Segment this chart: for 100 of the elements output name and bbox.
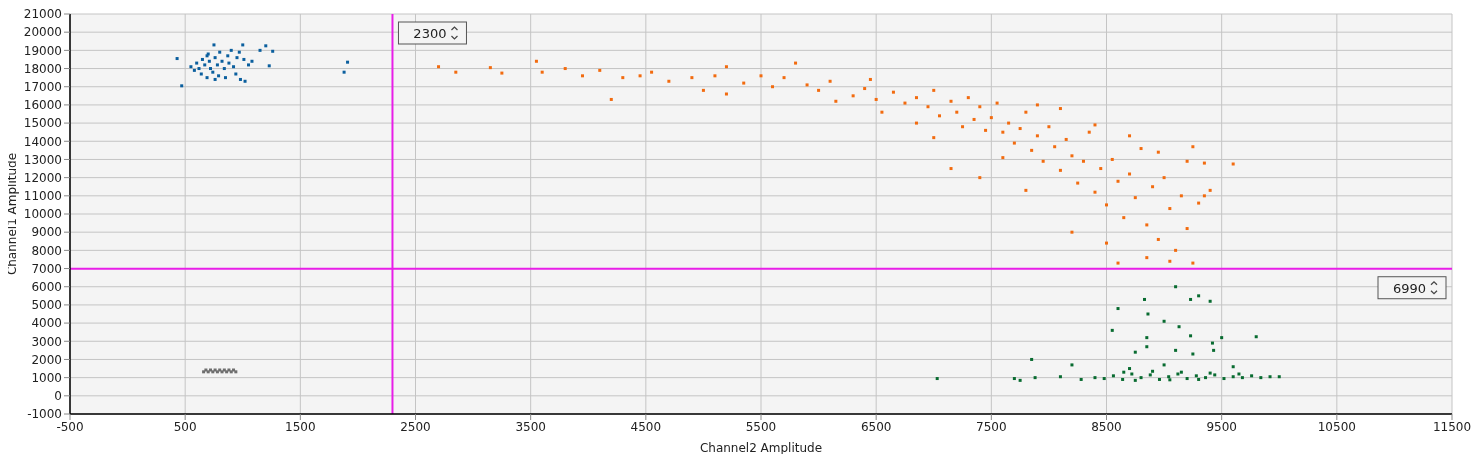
point	[1191, 352, 1195, 356]
y-tick-label: 14000	[23, 134, 62, 149]
x-tick-label: 5500	[745, 419, 777, 434]
point	[175, 57, 179, 61]
point	[1079, 377, 1083, 381]
point	[1189, 334, 1193, 338]
point	[1130, 372, 1134, 376]
point	[222, 67, 226, 71]
x-axis-title: Channel2 Amplitude	[699, 441, 823, 455]
y-tick-label: 0	[54, 389, 62, 404]
point	[1208, 299, 1212, 303]
point	[1146, 312, 1150, 316]
point	[1148, 373, 1152, 377]
point	[1208, 371, 1212, 375]
point	[218, 50, 222, 54]
y-tick-label: 7000	[31, 261, 62, 276]
point	[1185, 377, 1189, 381]
point	[226, 54, 230, 58]
point	[1220, 336, 1224, 340]
y-tick-label: 4000	[31, 316, 62, 331]
point	[195, 61, 199, 65]
point	[264, 44, 268, 48]
point	[1128, 367, 1132, 371]
point	[1116, 307, 1120, 311]
y-tick-label: 12000	[23, 170, 62, 185]
y-tick-label: 1000	[31, 370, 62, 385]
point	[220, 59, 224, 63]
point	[1222, 377, 1226, 381]
point	[1168, 378, 1172, 382]
point	[1197, 294, 1201, 298]
y-tick-label: 10000	[23, 207, 62, 222]
y-tick-label: 11000	[23, 189, 62, 204]
point	[197, 67, 201, 71]
point	[1174, 285, 1178, 289]
point	[243, 79, 247, 83]
point	[234, 72, 238, 76]
y-tick-label: 18000	[23, 61, 62, 76]
x-tick-label: 4500	[630, 419, 662, 434]
point	[1268, 375, 1272, 379]
point	[1145, 336, 1149, 340]
point	[1102, 377, 1106, 381]
point	[1179, 370, 1183, 374]
x-tick-label: 6500	[860, 419, 892, 434]
y-tick-label: 20000	[23, 25, 62, 40]
point	[215, 63, 219, 67]
point	[1018, 378, 1022, 382]
point	[342, 70, 346, 74]
point	[1174, 348, 1178, 352]
x-tick-label: 500	[173, 419, 197, 434]
y-tick-label: -1000	[27, 407, 62, 422]
point	[209, 67, 212, 71]
point	[1231, 365, 1235, 369]
point	[232, 65, 236, 69]
point	[1070, 363, 1074, 367]
point	[1012, 377, 1016, 381]
point	[1162, 363, 1166, 367]
point	[1110, 328, 1114, 332]
point	[207, 59, 211, 63]
point	[250, 59, 254, 63]
point	[1277, 375, 1281, 379]
point	[241, 43, 245, 47]
point	[258, 48, 262, 52]
point	[1033, 376, 1037, 380]
y-axis-title: Channel1 Amplitude	[5, 152, 20, 276]
y-tick-label: 17000	[23, 79, 62, 94]
y-tick-label: 19000	[23, 43, 62, 58]
point	[180, 84, 184, 88]
point	[1213, 373, 1217, 377]
y-tick-label: 9000	[31, 225, 62, 240]
point	[237, 50, 241, 54]
point	[1177, 325, 1181, 329]
point	[247, 63, 251, 67]
point	[1133, 350, 1137, 354]
point	[192, 68, 196, 72]
y-tick-label: 13000	[23, 152, 62, 167]
point	[935, 377, 939, 381]
point	[267, 64, 271, 68]
point	[1176, 372, 1180, 376]
point	[1197, 377, 1201, 381]
point	[1254, 335, 1258, 339]
y-tick-label: 15000	[23, 116, 62, 131]
x-tick-label: 7500	[976, 419, 1007, 434]
x-tick-label: 8500	[1091, 419, 1122, 434]
y-tick-label: 3000	[31, 334, 62, 349]
point	[1143, 297, 1147, 301]
y-tick-label: 8000	[31, 243, 62, 258]
point	[242, 57, 246, 61]
point	[1122, 370, 1126, 374]
point	[229, 48, 233, 52]
point	[1212, 348, 1216, 352]
point	[235, 56, 239, 60]
point	[1093, 376, 1097, 380]
y-tick-label: 16000	[23, 98, 62, 113]
point	[1250, 374, 1254, 378]
point	[199, 72, 203, 76]
point	[238, 77, 242, 81]
point	[223, 76, 227, 80]
x-tick-label: 2500	[400, 419, 431, 434]
point	[211, 70, 215, 74]
x-tick-label: 11500	[1432, 419, 1472, 434]
